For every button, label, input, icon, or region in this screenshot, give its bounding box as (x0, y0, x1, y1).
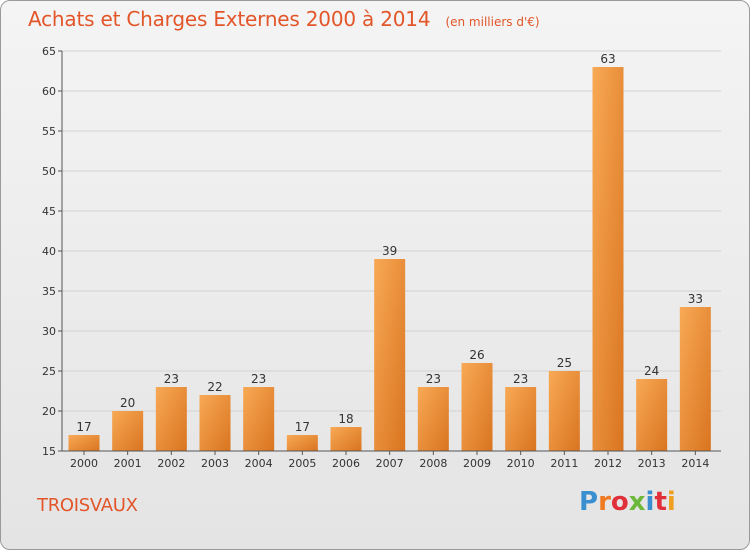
bar-value-label: 23 (251, 372, 266, 386)
y-tick-label: 30 (42, 325, 56, 338)
bar-value-label: 22 (207, 380, 222, 394)
x-tick-label: 2003 (201, 457, 229, 470)
y-tick-label: 20 (42, 405, 56, 418)
bar (330, 427, 362, 451)
bar-value-label: 23 (513, 372, 528, 386)
brand-logo: Proxiti (579, 487, 676, 517)
bar-value-label: 24 (644, 364, 659, 378)
x-tick-label: 2006 (332, 457, 360, 470)
x-tick-label: 2007 (376, 457, 404, 470)
bar-value-label: 26 (469, 348, 484, 362)
x-tick-label: 2009 (463, 457, 491, 470)
bar-value-label: 33 (688, 292, 703, 306)
bars: 17 20 23 22 23 17 18 39 23 26 23 25 63 24 33 (68, 52, 711, 451)
y-tick-label: 40 (42, 245, 56, 258)
bar (636, 379, 668, 451)
x-tick-label: 2010 (507, 457, 535, 470)
chart-title: Achats et Charges Externes 2000 à 2014 (28, 7, 431, 31)
x-tick-label: 2008 (419, 457, 447, 470)
bar (548, 371, 580, 451)
brand-letter: t (654, 487, 667, 517)
brand-letter: x (628, 487, 646, 517)
bar-value-label: 17 (76, 420, 91, 434)
location-label: TROISVAUX (37, 495, 138, 516)
brand-letter: o (610, 487, 629, 517)
y-tick-label: 35 (42, 285, 56, 298)
bar-value-label: 17 (295, 420, 310, 434)
bar (199, 395, 231, 451)
bar (592, 67, 624, 451)
x-tick-label: 2013 (638, 457, 666, 470)
bar (505, 387, 537, 451)
bar (243, 387, 275, 451)
bar-value-label: 25 (557, 356, 572, 370)
y-tick-label: 55 (42, 125, 56, 138)
bar-value-label: 20 (120, 396, 135, 410)
brand-letter: r (598, 487, 611, 517)
x-tick-label: 2000 (70, 457, 98, 470)
bar (417, 387, 449, 451)
title-row: Achats et Charges Externes 2000 à 2014 (… (28, 7, 540, 31)
brand-letter: i (666, 487, 676, 517)
y-tick-label: 15 (42, 445, 56, 458)
bar (461, 363, 493, 451)
bar-value-label: 23 (164, 372, 179, 386)
bar (112, 411, 144, 451)
x-tick-label: 2014 (681, 457, 709, 470)
y-tick-label: 60 (42, 85, 56, 98)
y-tick-label: 65 (42, 45, 56, 58)
brand-letter: i (645, 487, 655, 517)
x-tick-label: 2012 (594, 457, 622, 470)
y-tick-label: 50 (42, 165, 56, 178)
axes: 15 20 25 30 35 40 45 50 55 60 65 2000 2001 2002 2003 20… (42, 45, 721, 470)
x-tick-label: 2002 (157, 457, 185, 470)
bar (155, 387, 187, 451)
bar-value-label: 18 (338, 412, 353, 426)
chart-unit: (en milliers d'€) (445, 15, 540, 29)
x-tick-label: 2005 (288, 457, 316, 470)
bar-value-label: 39 (382, 244, 397, 258)
bar (286, 435, 318, 451)
bar-value-label: 23 (426, 372, 441, 386)
bar-value-label: 63 (600, 52, 615, 66)
x-tick-label: 2004 (245, 457, 273, 470)
bar (679, 307, 711, 451)
brand-letter: P (579, 487, 599, 517)
y-tick-label: 25 (42, 365, 56, 378)
bar (68, 435, 100, 451)
y-tick-label: 45 (42, 205, 56, 218)
x-tick-label: 2001 (114, 457, 142, 470)
bar (374, 259, 406, 451)
x-tick-label: 2011 (550, 457, 578, 470)
